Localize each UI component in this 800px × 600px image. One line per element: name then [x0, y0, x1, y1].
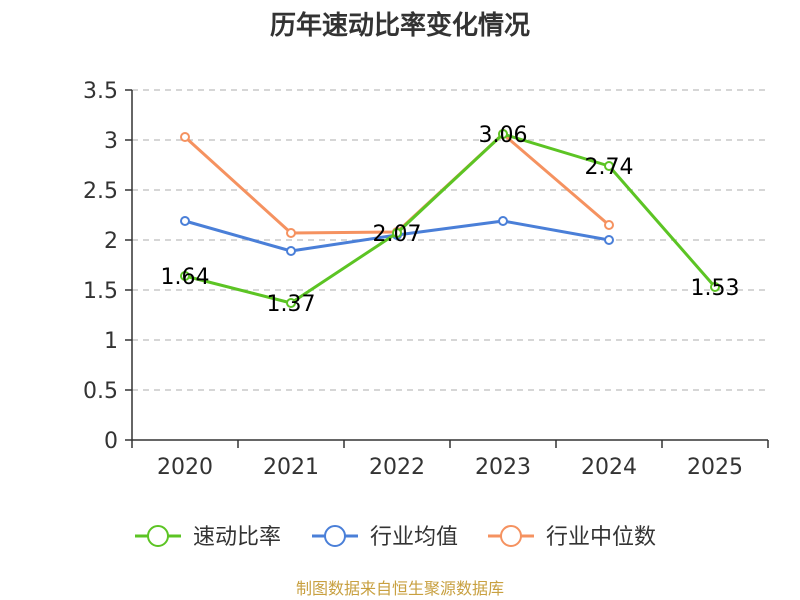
y-tick-label-1: 0.5 — [83, 379, 118, 404]
x-axis-ticks: 2020 2021 2022 2023 2024 2025 — [131, 440, 769, 480]
series-0-point-2025 — [710, 282, 720, 292]
legend-marker-2 — [500, 525, 522, 547]
series-2-point-2021 — [286, 228, 296, 238]
y-axis-ticks: 0 0.5 1 1.5 2 2.5 3 3.5 — [83, 79, 132, 454]
series-line-0 — [184, 132, 717, 305]
series-1-point-2023 — [498, 216, 508, 226]
legend[interactable]: 速动比率 行业均值 行业中位数 — [135, 525, 656, 550]
legend-marker-1 — [324, 525, 346, 547]
y-tick-label-0: 0 — [104, 429, 118, 454]
data-label-2024: 2.74 — [585, 155, 634, 180]
series-0-point-2024 — [604, 161, 614, 171]
legend-label-2: 行业中位数 — [546, 525, 656, 550]
data-labels: 1.64 1.37 2.07 3.06 2.74 1.53 — [161, 123, 740, 317]
grid-lines — [132, 89, 768, 391]
legend-item-1[interactable]: 行业均值 — [312, 525, 458, 550]
y-tick-label-4: 2 — [104, 229, 118, 254]
x-tick-label-2021: 2021 — [263, 455, 319, 480]
axes — [131, 90, 768, 441]
data-label-2023: 3.06 — [479, 123, 528, 148]
x-tick-label-2022: 2022 — [369, 455, 425, 480]
series-1-point-2020 — [180, 216, 190, 226]
series-group — [180, 129, 720, 308]
y-tick-label-6: 3 — [104, 129, 118, 154]
series-0-point-2021 — [286, 298, 296, 308]
data-label-2020: 1.64 — [161, 265, 210, 290]
data-label-2025: 1.53 — [691, 276, 740, 301]
x-tick-label-2024: 2024 — [581, 455, 637, 480]
series-0-point-2022 — [392, 228, 402, 238]
x-tick-label-2023: 2023 — [475, 455, 531, 480]
series-1-point-2021 — [286, 246, 296, 256]
legend-label-1: 行业均值 — [370, 525, 458, 550]
legend-marker-0 — [147, 525, 169, 547]
source-footer: 制图数据来自恒生聚源数据库 — [296, 579, 504, 598]
series-0-point-2023 — [498, 129, 508, 139]
legend-item-2[interactable]: 行业中位数 — [488, 525, 656, 550]
y-tick-label-7: 3.5 — [83, 79, 118, 104]
x-tick-label-2020: 2020 — [157, 455, 213, 480]
data-label-2022: 2.07 — [373, 222, 422, 247]
legend-label-0: 速动比率 — [193, 525, 281, 550]
series-2-point-2020 — [180, 132, 190, 142]
y-tick-label-3: 1.5 — [83, 279, 118, 304]
y-tick-label-2: 1 — [104, 329, 118, 354]
legend-item-0[interactable]: 速动比率 — [135, 525, 281, 550]
series-2-point-2024 — [604, 220, 614, 230]
series-0-point-2020 — [180, 271, 190, 281]
y-tick-label-5: 2.5 — [83, 179, 118, 204]
data-label-2021: 1.37 — [267, 292, 316, 317]
series-line-2 — [183, 132, 610, 235]
series-1-point-2024 — [604, 235, 614, 245]
chart-title: 历年速动比率变化情况 — [270, 10, 530, 41]
x-tick-label-2025: 2025 — [687, 455, 743, 480]
